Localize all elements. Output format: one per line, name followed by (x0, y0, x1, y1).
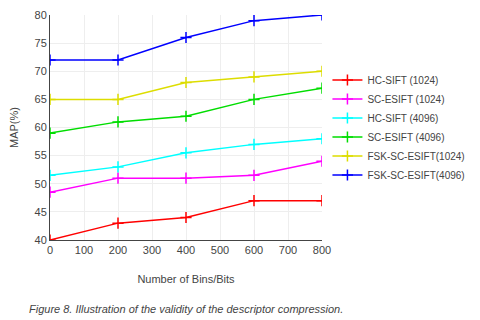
svg-text:600: 600 (245, 244, 263, 256)
svg-text:300: 300 (143, 244, 161, 256)
svg-text:40: 40 (35, 234, 47, 246)
svg-text:65: 65 (35, 93, 47, 105)
svg-text:FSK-SC-ESIFT(4096): FSK-SC-ESIFT(4096) (367, 170, 464, 181)
svg-text:0: 0 (47, 244, 53, 256)
svg-text:50: 50 (35, 178, 47, 190)
svg-text:FSK-SC-ESIFT(1024): FSK-SC-ESIFT(1024) (367, 151, 464, 162)
svg-text:SC-ESIFT (1024): SC-ESIFT (1024) (367, 94, 444, 105)
svg-text:SC-ESIFT (4096): SC-ESIFT (4096) (367, 132, 444, 143)
svg-text:55: 55 (35, 149, 47, 161)
svg-text:800: 800 (313, 244, 331, 256)
svg-text:700: 700 (279, 244, 297, 256)
svg-text:HC-SIFT (4096): HC-SIFT (4096) (367, 113, 438, 124)
svg-text:200: 200 (109, 244, 127, 256)
svg-text:80: 80 (35, 9, 47, 21)
svg-text:75: 75 (35, 37, 47, 49)
svg-text:500: 500 (211, 244, 229, 256)
svg-text:45: 45 (35, 206, 47, 218)
svg-text:HC-SIFT (1024): HC-SIFT (1024) (367, 75, 438, 86)
svg-text:Figure 8. Illustration of the: Figure 8. Illustration of the validity o… (29, 303, 343, 315)
svg-text:70: 70 (35, 65, 47, 77)
svg-text:60: 60 (35, 121, 47, 133)
svg-text:MAP(%): MAP(%) (8, 107, 20, 148)
svg-text:100: 100 (75, 244, 93, 256)
svg-text:Number of Bins/Bits: Number of Bins/Bits (137, 273, 235, 285)
svg-text:400: 400 (177, 244, 195, 256)
